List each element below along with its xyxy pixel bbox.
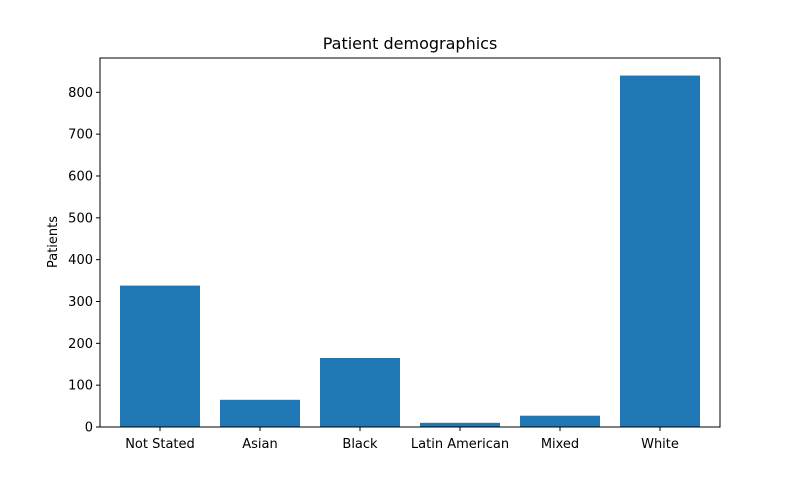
y-tick-label: 300: [68, 295, 93, 310]
x-tick-label: Black: [342, 437, 378, 452]
x-tick-label: Not Stated: [125, 437, 195, 452]
y-axis-label: Patients: [46, 216, 61, 268]
bar-white: [620, 75, 700, 428]
y-tick-label: 600: [68, 169, 93, 184]
y-tick-label: 800: [68, 86, 93, 101]
bar-black: [320, 357, 400, 427]
y-tick-label: 400: [68, 253, 93, 268]
y-axis: 0 100 200 300 400 500 600 700 800: [68, 86, 100, 436]
bar-not-stated: [120, 285, 200, 427]
y-tick-label: 100: [68, 379, 93, 394]
plot-frame: [99, 57, 721, 428]
chart-title: Patient demographics: [323, 34, 498, 53]
y-tick-label: 200: [68, 337, 93, 352]
x-tick-label: Mixed: [541, 437, 579, 452]
y-tick-label: 500: [68, 211, 93, 226]
x-tick-label: Latin American: [411, 437, 509, 452]
bar-mixed: [520, 415, 600, 427]
bars-group: [120, 75, 700, 428]
y-tick-label: 700: [68, 128, 93, 143]
bar-latin-american: [420, 422, 500, 427]
bar-asian: [220, 399, 300, 427]
x-axis: Not Stated Asian Black Latin American Mixed W…: [125, 427, 679, 452]
x-tick-label: White: [641, 437, 679, 452]
x-tick-label: Asian: [242, 437, 277, 452]
y-tick-label: 0: [85, 421, 93, 436]
